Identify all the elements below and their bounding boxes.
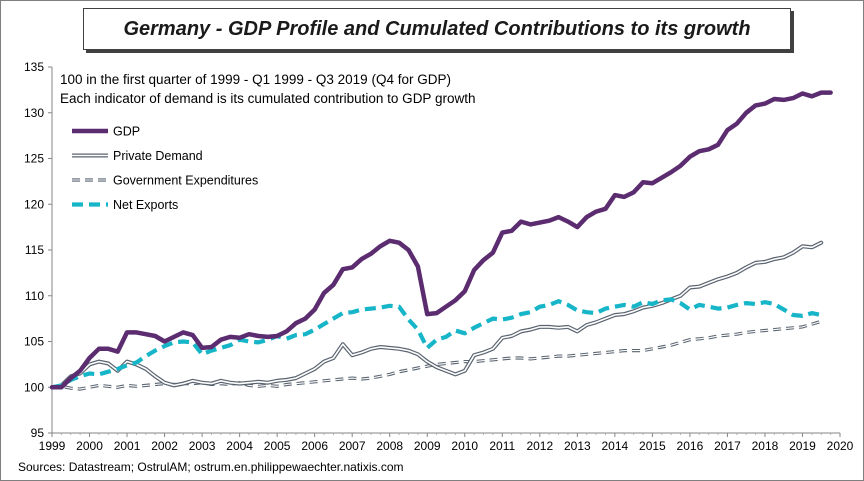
x-tick-label: 2009 <box>414 439 441 453</box>
annotation-note-2: Each indicator of demand is its cumulate… <box>60 91 475 106</box>
series-line-net-exports <box>51 297 822 390</box>
x-tick-label: 2000 <box>76 439 103 453</box>
x-tick-label: 2017 <box>714 439 741 453</box>
y-tick-label: 120 <box>24 197 44 211</box>
legend-label: Net Exports <box>113 198 178 212</box>
legend-label: Government Expenditures <box>113 174 258 188</box>
series-line-government-expenditures <box>51 319 822 391</box>
x-tick-label: 2007 <box>339 439 366 453</box>
x-tick-label: 2005 <box>264 439 291 453</box>
legend-label: GDP <box>113 125 140 139</box>
x-tick-label: 2015 <box>639 439 666 453</box>
y-tick-label: 110 <box>25 289 44 303</box>
x-tick-label: 2020 <box>827 439 854 453</box>
series-line-gdp <box>49 90 833 390</box>
x-tick-label: 2016 <box>677 439 704 453</box>
x-tick-label: 2011 <box>489 439 515 453</box>
y-tick-label: 125 <box>24 152 44 166</box>
x-tick-label: 2010 <box>451 439 478 453</box>
x-tick-label: 2001 <box>114 439 141 453</box>
x-tick-label: 1999 <box>39 439 66 453</box>
x-tick-label: 2003 <box>189 439 216 453</box>
series-layer <box>49 90 833 391</box>
legend: GDP Private Demand Government Expenditures… <box>72 125 258 212</box>
x-tick-label: 2012 <box>526 439 553 453</box>
series-line-private-demand-inner <box>51 241 823 389</box>
x-tick-label: 2004 <box>226 439 253 453</box>
series-line-government-expenditures-inner <box>51 320 822 390</box>
annotation-note-1: 100 in the first quarter of 1999 - Q1 19… <box>60 72 451 87</box>
x-tick-label: 2014 <box>602 439 629 453</box>
chart-title: Germany - GDP Profile and Cumulated Cont… <box>123 17 751 40</box>
y-tick-label: 105 <box>24 335 44 349</box>
y-tick-label: 115 <box>25 243 44 257</box>
x-tick-label: 2008 <box>376 439 403 453</box>
x-tick-label: 2002 <box>151 439 178 453</box>
x-tick-label: 2019 <box>789 439 816 453</box>
legend-label: Private Demand <box>113 149 203 163</box>
axes: 95 100 105 110 115 120 125 130 135 1999 2000 2001 20… <box>24 60 854 453</box>
y-tick-label: 135 <box>24 60 44 74</box>
x-tick-label: 2006 <box>301 439 328 453</box>
x-tick-label: 2018 <box>752 439 779 453</box>
source-note: Sources: Datastream; OstrulAM; ostrum.en… <box>18 460 404 474</box>
y-tick-label: 95 <box>31 426 45 440</box>
y-tick-label: 130 <box>24 106 44 120</box>
y-tick-label: 100 <box>24 380 44 394</box>
x-tick-label: 2013 <box>564 439 591 453</box>
annotations: 100 in the first quarter of 1999 - Q1 19… <box>60 72 475 106</box>
chart-title-box: Germany - GDP Profile and Cumulated Cont… <box>83 8 791 50</box>
